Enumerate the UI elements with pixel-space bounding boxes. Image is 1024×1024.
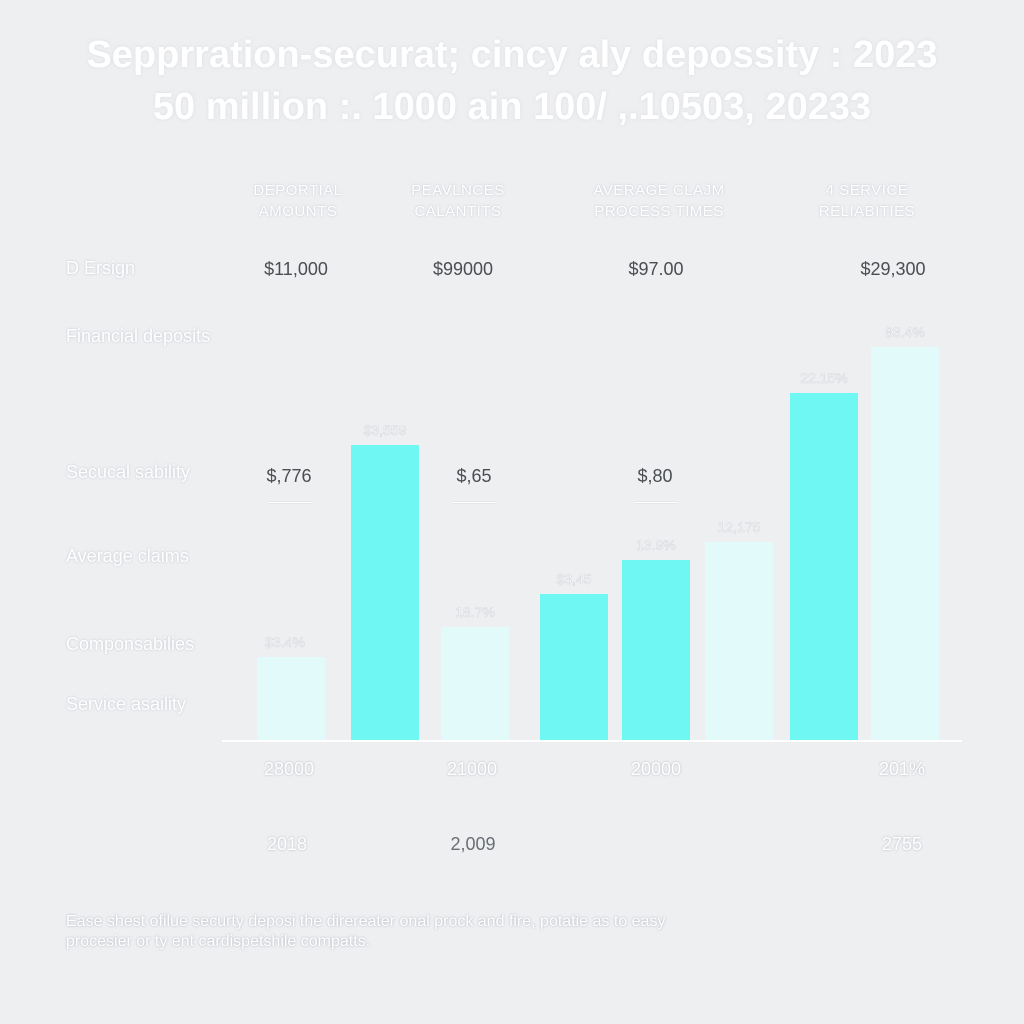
mid-value-3-underline	[634, 502, 678, 503]
column-header-service-reliabilities: 4 SERVICE RELIABITIES	[818, 182, 916, 220]
mid-value-1-underline	[268, 502, 312, 503]
mid-value-2: $,65	[456, 466, 492, 486]
footer-line-2: procesier or ty ent cardispetshile compa…	[66, 933, 371, 950]
row-label-service-asaility: Service asaility	[66, 694, 187, 714]
x-value-2: 21000	[446, 759, 498, 779]
row-label-average-claims: Average claims	[66, 546, 189, 566]
x-value-4: 201%	[878, 759, 926, 779]
year-value-1: 2018	[266, 834, 308, 854]
bar-4	[540, 594, 608, 741]
column-header-average-claim: AVERAGE CLAJM PROCESS TIMES	[593, 182, 725, 220]
mid-value-3: $,80	[637, 466, 673, 486]
title-line-1: Sepprration-securat; cincy aly depossity…	[86, 34, 938, 76]
bar-1	[257, 657, 325, 741]
column-header-deposit-amounts: DEPORTIAL AMOUNTS	[253, 182, 343, 220]
top-value-4: $29,300	[860, 259, 926, 279]
title-line-2: 50 million :. 1000 ain 100/ ,.10503, 202…	[152, 86, 872, 128]
footer-line-1: Ease shest ofilue securty deposi the dir…	[66, 913, 666, 930]
bar-label-4: $3,45	[556, 571, 591, 587]
top-value-2: $99000	[432, 259, 494, 279]
x-value-1: 28000	[263, 759, 315, 779]
row-label-compensabilities: Componsabilies	[66, 634, 195, 654]
x-value-3: 20000	[630, 759, 682, 779]
row-label-security-stability: Secucal sability	[66, 462, 191, 482]
mid-value-1: $,776	[266, 466, 312, 486]
bar-label-2: $3,559	[364, 422, 407, 438]
footer-note: Ease shest ofilue securty deposi the dir…	[66, 912, 826, 952]
column-header-prevalences: PEAVLNCES CALANTITS	[411, 182, 505, 220]
bar-6	[705, 542, 773, 741]
bar-label-1: $3.4%	[265, 634, 305, 650]
bar-label-5: 13.9%	[636, 537, 676, 553]
bar-8	[871, 347, 939, 741]
bar-label-6: 12,175	[718, 519, 761, 535]
bar-2	[351, 445, 419, 741]
row-label-design: D Ersign	[66, 258, 136, 278]
bar-7	[790, 393, 858, 741]
bar-3	[441, 627, 509, 741]
bar-label-3: 18.7%	[455, 604, 495, 620]
year-value-3: 2755	[881, 834, 923, 854]
year-value-2: 2,009	[450, 834, 496, 854]
top-value-1: $11,000	[264, 259, 328, 279]
top-value-3: $97.00	[628, 259, 684, 279]
row-label-financial-deposits: Financial deposits	[66, 326, 211, 346]
bar-label-8: 83.4%	[885, 324, 925, 340]
bar-5	[622, 560, 690, 741]
mid-value-2-underline	[452, 502, 496, 503]
bar-label-7: 22.15%	[800, 370, 847, 386]
